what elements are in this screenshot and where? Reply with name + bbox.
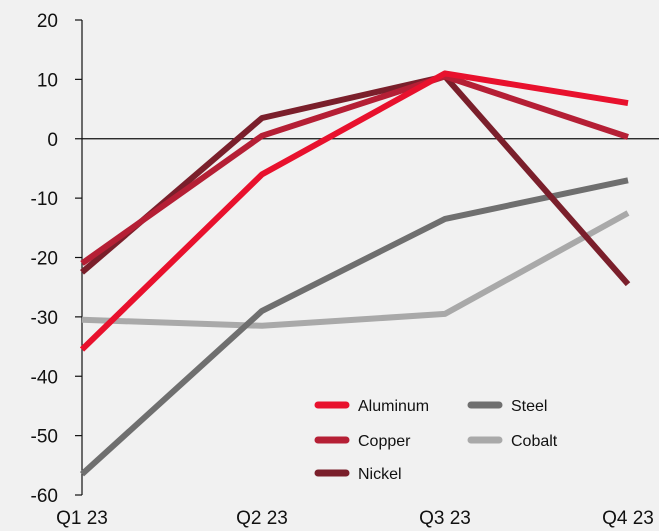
y-tick-label-5: -30 — [31, 308, 58, 329]
series-line-nickel — [80, 73, 631, 287]
legend-label-cobalt: Cobalt — [511, 433, 558, 450]
series-line-aluminum — [79, 70, 629, 352]
legend-label-aluminum: Aluminum — [358, 398, 429, 415]
series-line-cobalt — [81, 210, 630, 329]
legend-label-nickel: Nickel — [358, 466, 402, 483]
legend-label-copper: Copper — [358, 433, 411, 450]
series-line-copper — [80, 73, 629, 266]
y-tick-label-3: -10 — [31, 189, 58, 210]
x-tick-label-1: Q2 23 — [236, 508, 288, 529]
y-tick-label-8: -60 — [31, 486, 58, 507]
x-tick-label-0: Q1 23 — [56, 508, 108, 529]
y-tick-label-1: 10 — [37, 70, 58, 91]
y-tick-label-2: 0 — [47, 130, 58, 151]
legend-label-steel: Steel — [511, 398, 547, 415]
x-tick-label-2: Q3 23 — [419, 508, 471, 529]
y-tick-label-4: -20 — [31, 249, 58, 270]
series-lines — [79, 70, 631, 477]
series-line-steel — [79, 177, 629, 477]
x-tick-label-3: Q4 23 — [602, 508, 654, 529]
legend: Aluminum Steel Copper Cobalt Nickel — [314, 398, 558, 483]
y-tick-label-0: 20 — [37, 11, 58, 32]
y-tick-label-6: -40 — [31, 367, 58, 388]
y-tick-label-7: -50 — [31, 427, 58, 448]
